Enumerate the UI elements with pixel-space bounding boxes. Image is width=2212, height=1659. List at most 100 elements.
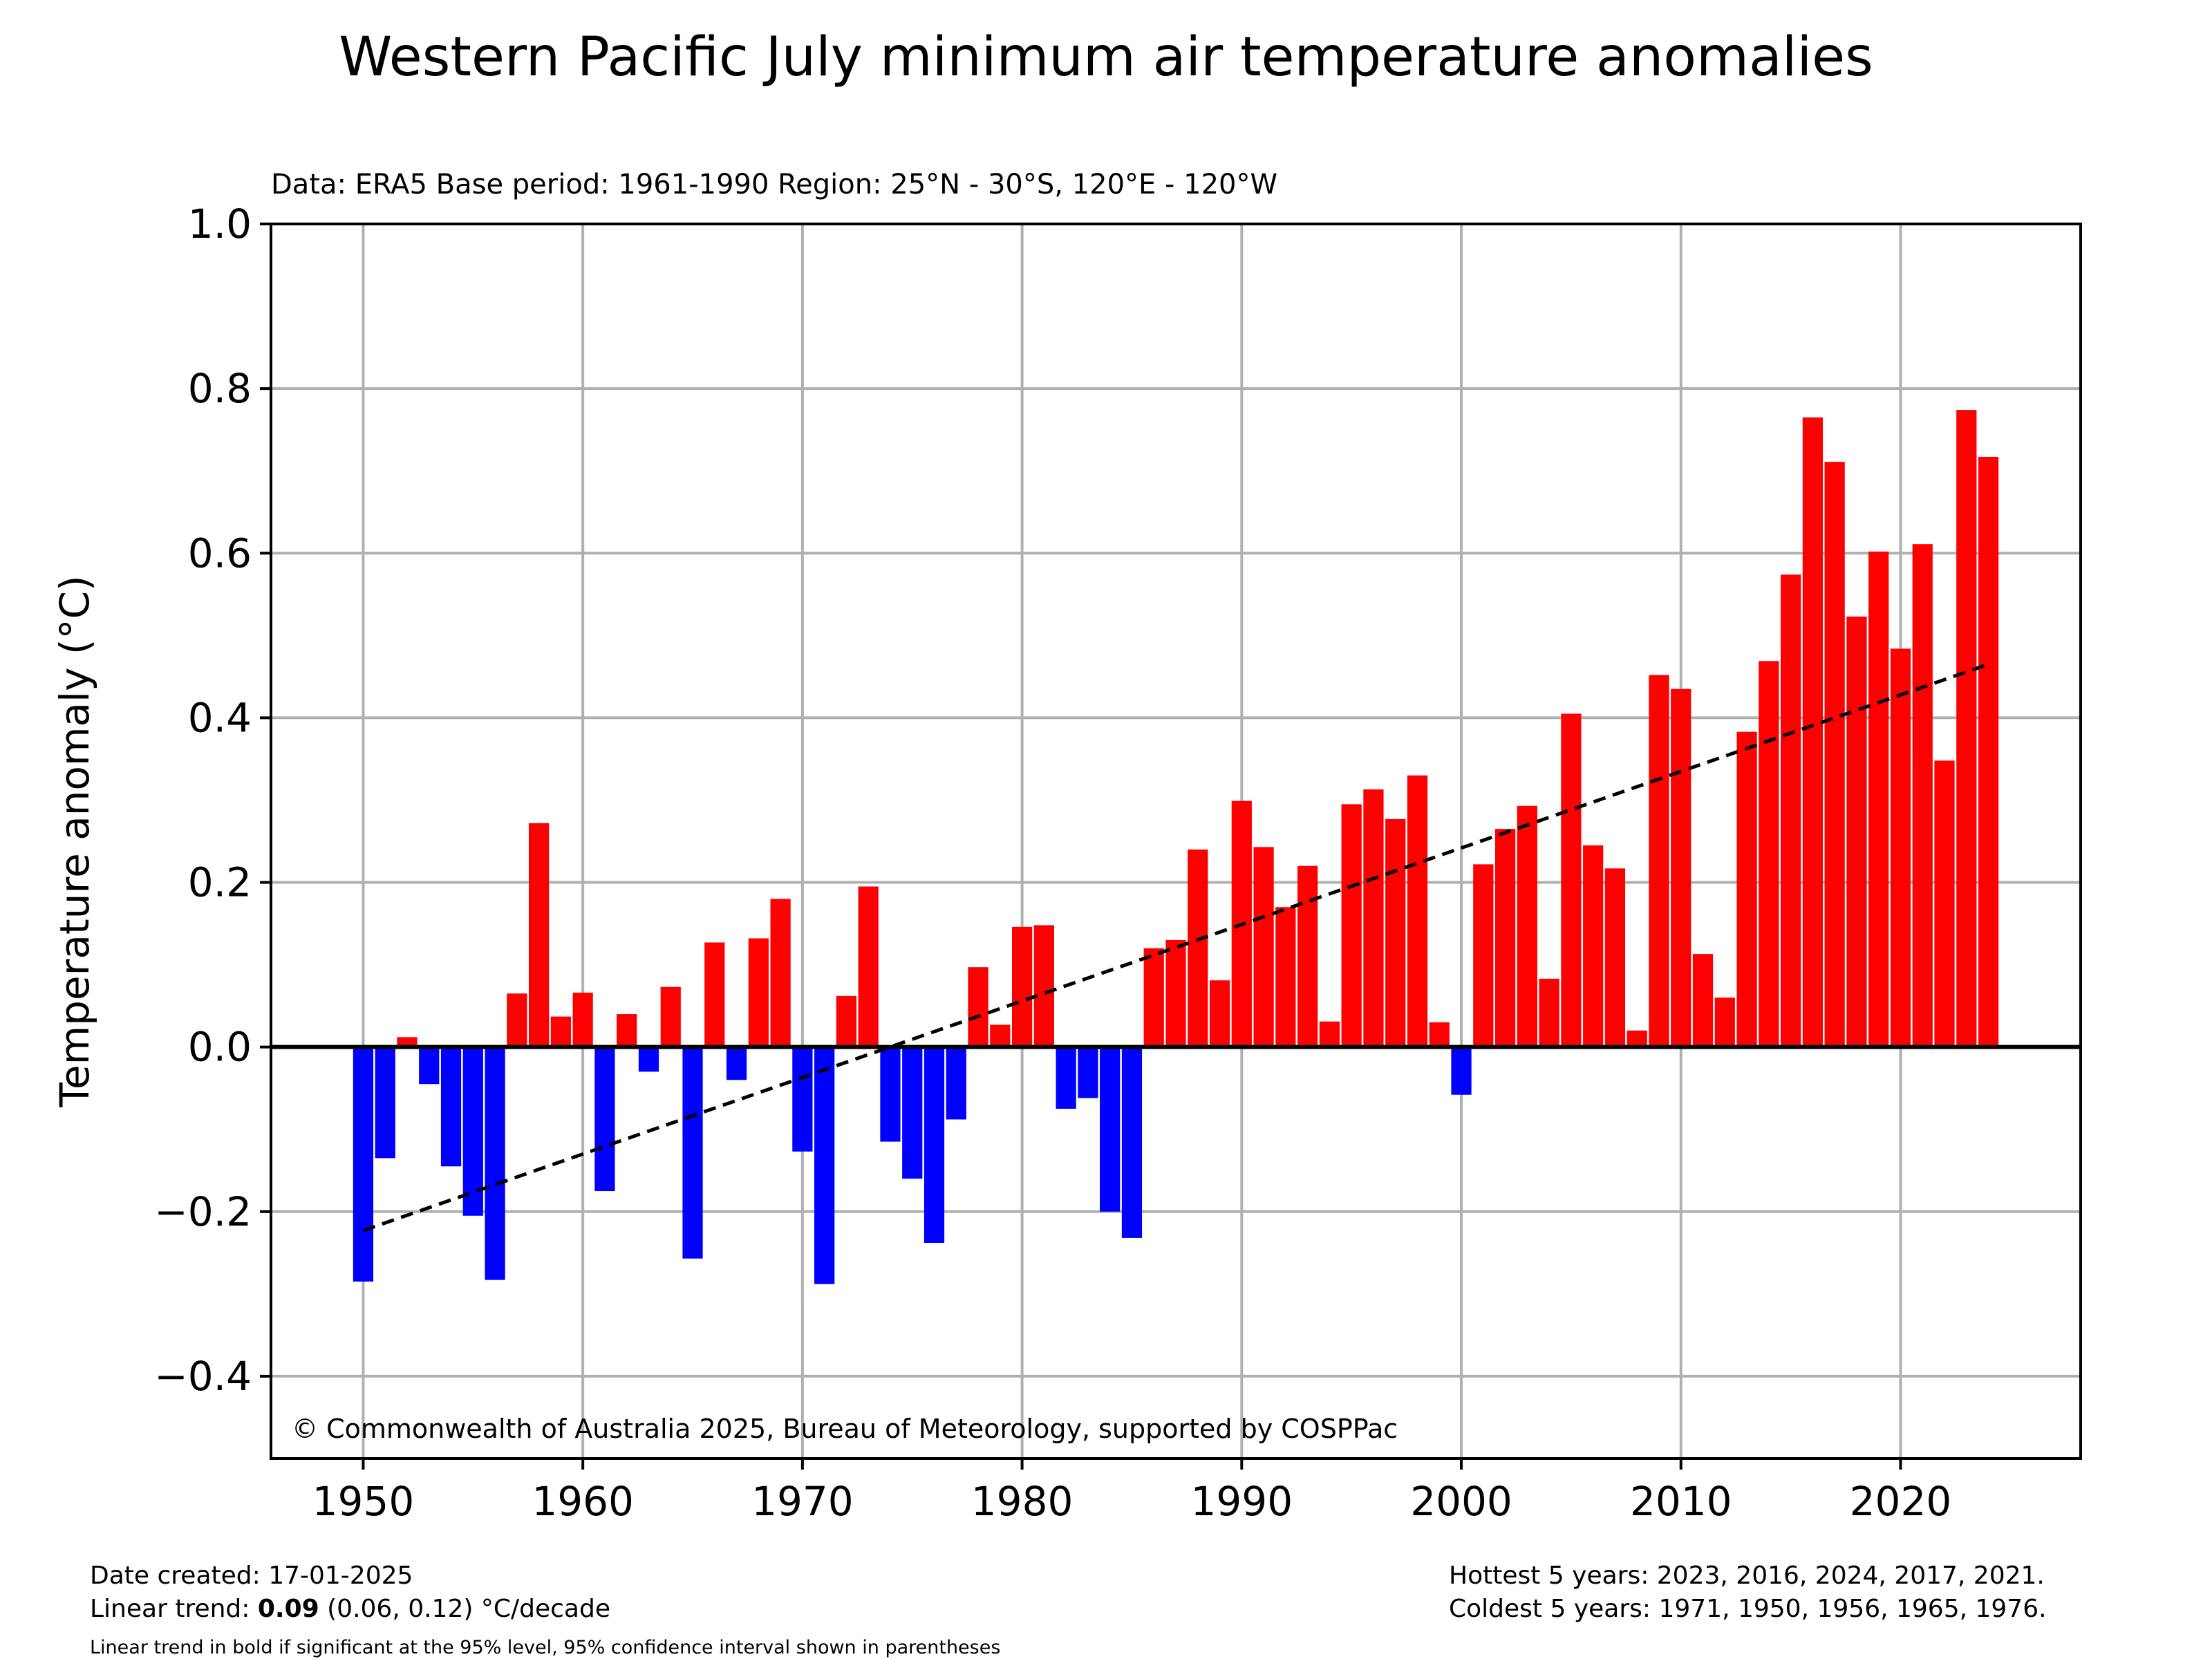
chart-title: Western Pacific July minimum air tempera… — [339, 26, 1873, 88]
axis-ticks: 1950 1960 1970 1980 1990 2000 2010 2020 −0.4 −0.2… — [154, 200, 1951, 1525]
bar-2013 — [1736, 731, 1757, 1047]
x-tick-label-1990: 1990 — [1191, 1478, 1293, 1525]
bar-1961 — [594, 1047, 615, 1192]
y-tick-label: 0.0 — [188, 1024, 252, 1071]
linear-trend: Linear trend: 0.09 (0.06, 0.12) °C/decad… — [90, 1593, 610, 1626]
date-created: Date created: 17-01-2025 — [90, 1562, 413, 1590]
bar-2022 — [1934, 760, 1955, 1047]
bar-2000 — [1451, 1047, 1472, 1095]
bar-2024 — [1978, 456, 1999, 1047]
bar-2020 — [1890, 648, 1911, 1047]
bar-1969 — [770, 899, 791, 1047]
bar-1960 — [572, 993, 593, 1047]
bar-1980 — [1011, 926, 1033, 1047]
bar-2009 — [1649, 675, 1669, 1047]
bar-1992 — [1275, 907, 1296, 1047]
bar-2012 — [1714, 997, 1735, 1047]
bar-2007 — [1604, 868, 1626, 1047]
bar-1954 — [440, 1047, 462, 1167]
bar-2019 — [1868, 551, 1889, 1047]
footer-right: Hottest 5 years: 2023, 2016, 2024, 2017,… — [1449, 1559, 2047, 1626]
bar-1987 — [1165, 939, 1186, 1047]
trend-note: Linear trend in bold if significant at t… — [90, 1637, 1001, 1658]
footer-left: Date created: 17-01-2025 Linear trend: 0… — [90, 1559, 610, 1626]
bar-1978 — [968, 967, 988, 1047]
x-tick-label-1950: 1950 — [312, 1478, 415, 1525]
coldest-years: Coldest 5 years: 1971, 1950, 1956, 1965,… — [1449, 1595, 2047, 1623]
bar-1995 — [1341, 804, 1362, 1047]
bar-1984 — [1100, 1047, 1121, 1212]
bar-1970 — [792, 1047, 813, 1152]
bar-1989 — [1209, 980, 1230, 1047]
trend-suffix: (0.06, 0.12) °C/decade — [319, 1595, 610, 1623]
bar-2018 — [1846, 616, 1867, 1047]
bar-1957 — [507, 993, 527, 1047]
x-tick-label-2010: 2010 — [1630, 1478, 1732, 1525]
y-tick-label: 0.8 — [188, 365, 252, 412]
bar-2002 — [1494, 829, 1516, 1047]
bar-1956 — [485, 1047, 505, 1280]
bar-1953 — [419, 1047, 440, 1085]
copyright-text: © Commonwealth of Australia 2025, Bureau… — [292, 1414, 1398, 1444]
bar-2006 — [1583, 845, 1604, 1047]
trend-value: 0.09 — [257, 1595, 319, 1623]
bar-1965 — [682, 1047, 703, 1259]
bar-2001 — [1473, 864, 1494, 1047]
bar-1964 — [660, 986, 681, 1047]
bar-1971 — [814, 1047, 835, 1284]
bar-2015 — [1780, 574, 1801, 1047]
bar-1981 — [1033, 925, 1054, 1047]
y-tick-label: −0.2 — [154, 1188, 252, 1235]
bar-2004 — [1539, 978, 1559, 1047]
bar-1983 — [1078, 1047, 1098, 1098]
bar-1991 — [1253, 847, 1274, 1047]
bar-1982 — [1056, 1047, 1076, 1109]
bar-1994 — [1319, 1021, 1340, 1047]
y-tick-label: 0.4 — [188, 694, 252, 741]
bar-2010 — [1671, 688, 1691, 1047]
bars — [353, 410, 1999, 1284]
bar-1976 — [924, 1047, 945, 1244]
trend-prefix: Linear trend: — [90, 1595, 258, 1623]
bar-1966 — [704, 942, 725, 1047]
bar-1958 — [529, 823, 550, 1047]
bar-1986 — [1143, 948, 1164, 1047]
chart-subtitle: Data: ERA5 Base period: 1961-1990 Region… — [271, 169, 1278, 200]
bar-1962 — [617, 1014, 637, 1047]
bar-2011 — [1692, 954, 1714, 1047]
bar-2008 — [1627, 1030, 1647, 1047]
bar-1999 — [1429, 1022, 1450, 1047]
bar-2014 — [1759, 661, 1779, 1047]
x-tick-label-1980: 1980 — [971, 1478, 1074, 1525]
bar-1975 — [902, 1047, 923, 1179]
bar-2016 — [1802, 417, 1823, 1047]
bar-1972 — [836, 995, 857, 1047]
hottest-years: Hottest 5 years: 2023, 2016, 2024, 2017,… — [1449, 1562, 2045, 1590]
bar-1993 — [1297, 865, 1318, 1047]
y-tick-label: 1.0 — [188, 200, 252, 247]
x-tick-label-2000: 2000 — [1410, 1478, 1512, 1525]
y-tick-label: 0.6 — [188, 529, 252, 577]
bar-1967 — [726, 1047, 747, 1080]
bar-1997 — [1385, 818, 1406, 1047]
bar-2023 — [1956, 410, 1977, 1047]
bar-1973 — [858, 886, 879, 1047]
x-tick-label-2020: 2020 — [1850, 1478, 1952, 1525]
bar-1955 — [462, 1047, 483, 1216]
bar-1998 — [1407, 775, 1428, 1047]
y-axis-label: Temperature anomaly (°C) — [51, 575, 98, 1107]
bar-1951 — [375, 1047, 395, 1159]
bar-2017 — [1824, 462, 1845, 1047]
bar-1974 — [880, 1047, 901, 1142]
bar-1952 — [397, 1037, 418, 1047]
plot-frame — [270, 223, 2082, 1460]
bar-2003 — [1517, 805, 1537, 1047]
bar-1985 — [1121, 1047, 1143, 1238]
bar-2005 — [1561, 713, 1582, 1047]
bar-2021 — [1912, 544, 1933, 1047]
x-tick-label-1970: 1970 — [751, 1478, 854, 1525]
bar-1959 — [550, 1016, 572, 1047]
bar-1988 — [1188, 849, 1208, 1047]
y-tick-label: 0.2 — [188, 859, 252, 906]
